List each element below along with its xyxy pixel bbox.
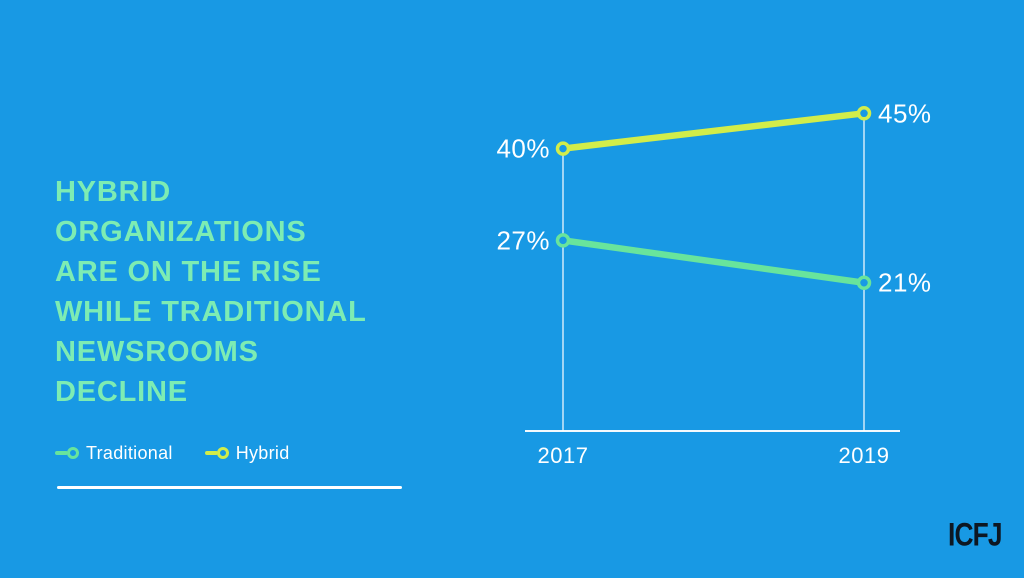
legend-label-traditional: Traditional (86, 442, 173, 463)
legend-label-hybrid: Hybrid (235, 442, 290, 463)
icfj-logo: ICFJ (948, 516, 1003, 553)
axis-tick-label: 2019 (839, 443, 890, 468)
hybrid-line-marker-icon (204, 447, 229, 459)
data-point-marker-hybrid (555, 141, 571, 156)
legend-item-traditional: Traditional (55, 443, 173, 464)
slide-title: HYBRID ORGANIZATIONS ARE ON THE RISE WHI… (55, 176, 367, 408)
data-point-marker-traditional (856, 275, 872, 290)
axis-tick-label: 2017 (538, 443, 589, 468)
series-line-hybrid (559, 110, 868, 152)
value-label: 40% (496, 134, 550, 164)
value-label: 45% (878, 98, 932, 128)
chart-legend: Traditional Hybrid (55, 441, 290, 465)
value-label: 27% (496, 225, 550, 255)
data-point-marker-traditional (555, 233, 571, 248)
legend-item-hybrid: Hybrid (204, 442, 290, 464)
series-line-traditional (559, 237, 868, 286)
line-chart: 27% 21% 40% 45% 2017 2019 (496, 98, 932, 468)
data-point-marker-hybrid (856, 106, 872, 121)
value-label: 21% (878, 268, 932, 298)
divider-line (57, 486, 402, 489)
traditional-line-marker-icon (55, 447, 79, 459)
